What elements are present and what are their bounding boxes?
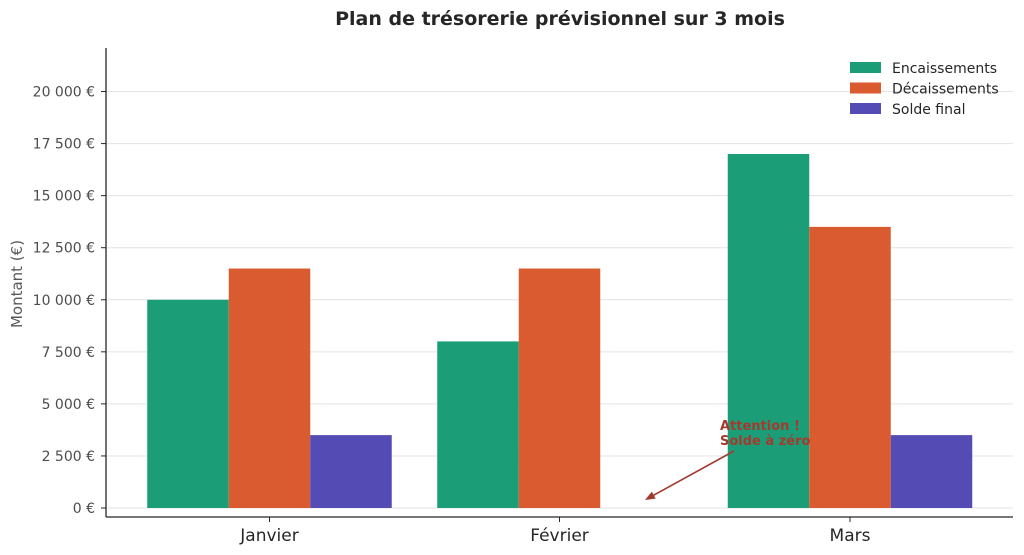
y-axis-label: Montant (€) bbox=[8, 240, 26, 328]
y-tick-label: 17 500 € bbox=[33, 137, 95, 153]
legend-label: Solde final bbox=[892, 102, 965, 118]
y-tick-label: 20 000 € bbox=[33, 85, 95, 101]
legend-swatch bbox=[850, 82, 881, 94]
bar-encaissements-janvier bbox=[147, 299, 229, 508]
y-tick-label: 0 € bbox=[73, 501, 95, 517]
y-ticks: 0 € 2 500 € 5 000 € 7 500 € 10 000 € 12 500 €… bbox=[33, 85, 106, 517]
bar-encaissements-mars bbox=[727, 153, 810, 508]
y-tick-label: 7 500 € bbox=[42, 345, 95, 361]
annotation-arrow bbox=[650, 450, 735, 498]
x-ticks: Janvier Février Mars bbox=[239, 517, 871, 546]
bar-d-caissements-février bbox=[518, 268, 601, 508]
bar-encaissements-février bbox=[437, 341, 519, 508]
y-tick-label: 10 000 € bbox=[33, 293, 95, 309]
annotation: Attention ! Solde à zéro bbox=[645, 419, 810, 500]
bar-solde-final-janvier bbox=[310, 435, 392, 508]
x-tick-label: Mars bbox=[830, 526, 871, 546]
annotation-arrow-head bbox=[645, 491, 656, 500]
legend: Encaissements Décaissements Solde final bbox=[850, 61, 999, 118]
bar-d-caissements-janvier bbox=[228, 268, 311, 508]
chart-title: Plan de trésorerie prévisionnel sur 3 mo… bbox=[335, 8, 785, 30]
legend-swatch bbox=[850, 103, 881, 114]
bar-solde-final-mars bbox=[890, 435, 973, 508]
legend-label: Décaissements bbox=[892, 82, 999, 98]
annotation-text-line-1: Attention ! bbox=[720, 419, 800, 434]
y-tick-label: 2 500 € bbox=[42, 449, 95, 465]
y-tick-label: 5 000 € bbox=[42, 397, 95, 413]
y-tick-label: 15 000 € bbox=[33, 189, 95, 205]
bar-d-caissements-mars bbox=[809, 226, 891, 508]
legend-swatch bbox=[850, 62, 881, 73]
annotation-text-line-2: Solde à zéro bbox=[720, 434, 810, 449]
legend-label: Encaissements bbox=[892, 61, 997, 77]
y-tick-label: 12 500 € bbox=[33, 241, 95, 257]
x-tick-label: Janvier bbox=[239, 526, 298, 546]
x-tick-label: Février bbox=[530, 526, 589, 546]
bars-layer bbox=[147, 153, 973, 508]
